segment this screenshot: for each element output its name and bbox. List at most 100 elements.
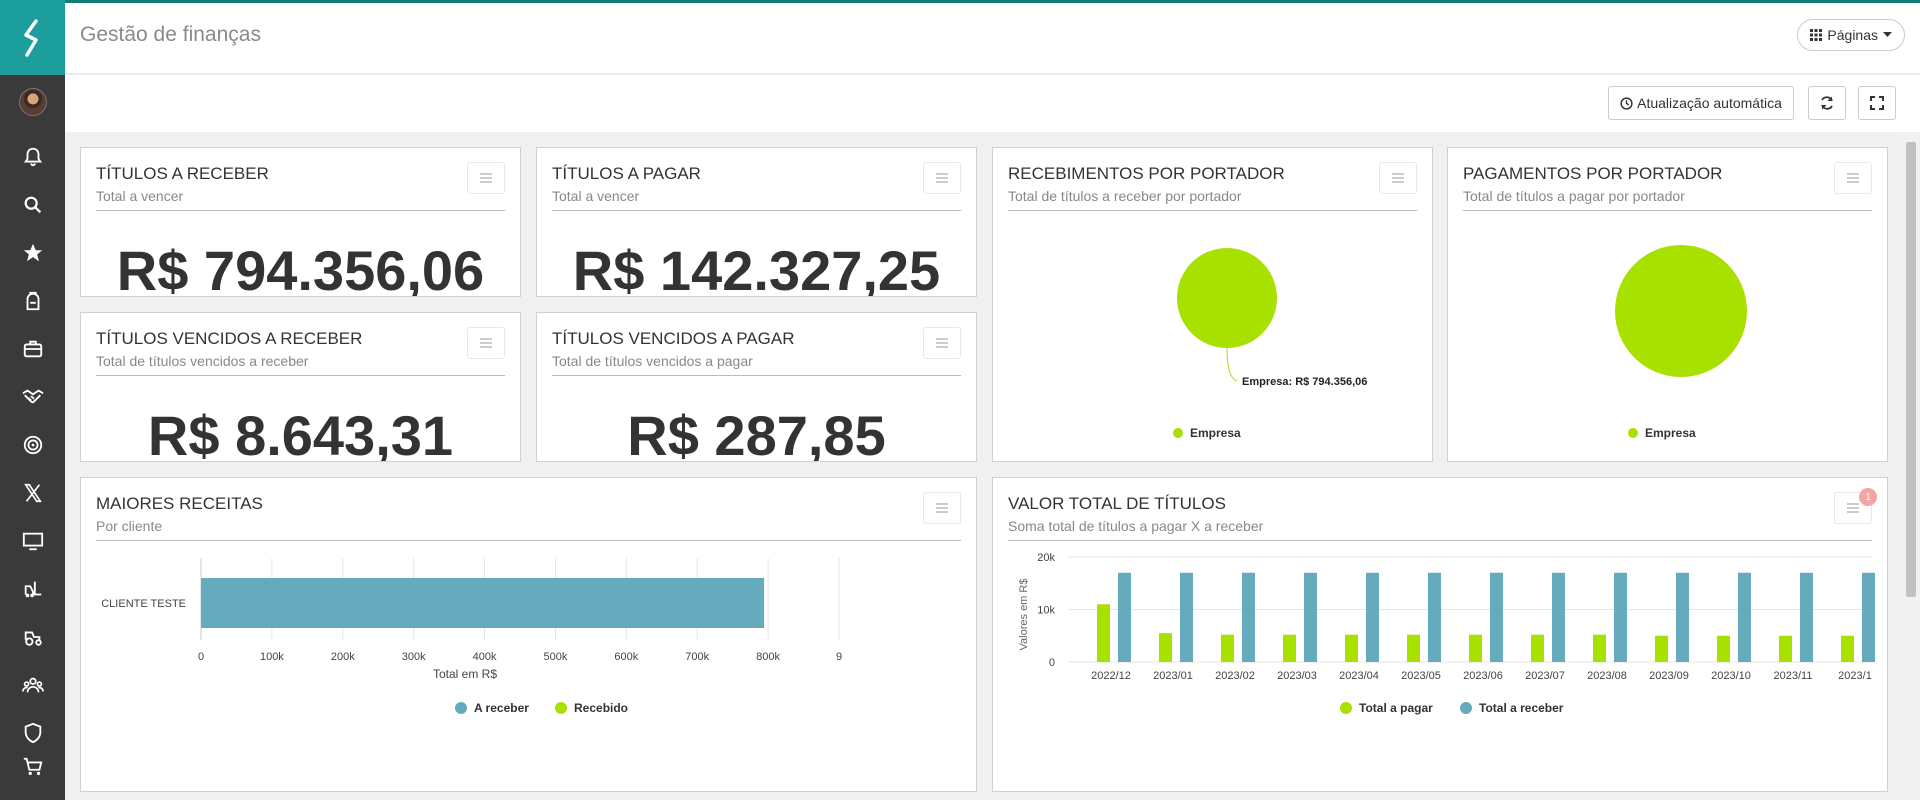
panel-menu-button[interactable] [467, 327, 505, 359]
x-tick-label: 2023/02 [1215, 670, 1255, 682]
app-logo[interactable] [0, 0, 65, 75]
refresh-button[interactable] [1808, 86, 1846, 120]
kpi-value: R$ 8.643,31 [147, 404, 454, 462]
handshake-icon[interactable] [18, 382, 48, 412]
legend-label: Recebido [574, 701, 628, 715]
briefcase-icon[interactable] [18, 334, 48, 364]
legend-label: Total a receber [1479, 701, 1564, 715]
bell-icon[interactable] [18, 142, 48, 172]
panel-recebimentos-portador: RECEBIMENTOS POR PORTADOR Total de títul… [992, 147, 1433, 462]
legend-label: Total a pagar [1359, 701, 1433, 715]
logo-icon [23, 18, 38, 57]
x-tick-label: 400k [473, 651, 497, 663]
bar-total-a-pagar [1345, 634, 1358, 662]
divider [96, 375, 505, 376]
auto-update-label: Atualização automática [1637, 95, 1782, 111]
panel-title: RECEBIMENTOS POR PORTADOR [1008, 164, 1285, 183]
monitor-icon[interactable] [18, 526, 48, 556]
legend-label: A receber [474, 701, 529, 715]
y-tick-label: 0 [1049, 657, 1055, 669]
x-tick-label: 700k [685, 651, 709, 663]
kpi-value: R$ 794.356,06 [116, 239, 485, 297]
panel-title: PAGAMENTOS POR PORTADOR [1463, 164, 1723, 183]
panel-menu-button[interactable] [923, 327, 961, 359]
panel-subtitle: Soma total de títulos a pagar X a recebe… [1008, 518, 1264, 534]
hamburger-icon [480, 338, 492, 348]
dashboard-content: TÍTULOS A RECEBER Total a vencer R$ 794.… [65, 132, 1902, 800]
pie-slice-empresa [1615, 245, 1747, 377]
y-tick-label: 20k [1037, 552, 1055, 564]
scrollbar-thumb[interactable] [1906, 142, 1916, 597]
x-tick-label: 2023/01 [1153, 670, 1193, 682]
forklift-icon[interactable] [18, 574, 48, 604]
top-bar: Gestão de finanças Páginas [65, 3, 1920, 74]
panel-maiores-receitas: MAIORES RECEITAS Por cliente 0 100k 200k 30… [80, 477, 977, 792]
pie-slice-empresa [1177, 248, 1277, 348]
panel-menu-button[interactable] [923, 162, 961, 194]
x-axis-title: Total em R$ [433, 667, 497, 681]
divider [96, 210, 505, 211]
notification-badge: 1 [1859, 488, 1877, 506]
top-accent-line [0, 0, 1920, 3]
panel-menu-button[interactable] [1834, 492, 1872, 524]
bar-total-a-receber [1304, 572, 1317, 662]
fullscreen-button[interactable] [1858, 86, 1896, 120]
pie-chart-recebimentos: Empresa: R$ 794.356,06 Empresa [1173, 248, 1367, 440]
bar-total-a-pagar [1655, 635, 1668, 662]
x-icon[interactable] [18, 478, 48, 508]
y-category-label: CLIENTE TESTE [101, 598, 186, 610]
divider [1008, 540, 1872, 541]
bar-total-a-pagar [1159, 633, 1172, 662]
bar-total-a-pagar [1841, 635, 1854, 662]
panel-valor-total-titulos: VALOR TOTAL DE TÍTULOS Soma total de tít… [992, 477, 1888, 792]
clock-icon [1620, 96, 1633, 110]
bar-chart-maiores-receitas: 0 100k 200k 300k 400k 500k 600k 700k 800k 9 CLIENT… [101, 558, 842, 715]
bar-total-a-pagar [1407, 634, 1420, 662]
legend-marker [1628, 428, 1638, 438]
cart-icon[interactable] [18, 752, 48, 782]
pie-chart-pagamentos: Empresa [1615, 245, 1747, 440]
x-tick-label: 600k [614, 651, 638, 663]
refresh-icon [1821, 96, 1833, 110]
legend-marker [555, 702, 567, 714]
panel-menu-button[interactable] [1834, 162, 1872, 194]
shield-icon[interactable] [18, 718, 48, 748]
group-icon[interactable] [18, 670, 48, 700]
x-tick-label: 2023/1 [1838, 670, 1872, 682]
hamburger-icon [936, 173, 948, 183]
star-icon[interactable] [18, 238, 48, 268]
data-label-connector [1226, 347, 1238, 382]
x-tick-label: 2023/10 [1711, 670, 1751, 682]
dashboard-toolbar: Atualização automática [65, 75, 1920, 132]
bar-total-a-pagar [1097, 604, 1110, 662]
kpi-value: R$ 142.327,25 [572, 239, 941, 297]
panel-vencidos-receber: TÍTULOS VENCIDOS A RECEBER Total de títu… [80, 312, 521, 462]
panel-menu-button[interactable] [467, 162, 505, 194]
pages-dropdown-button[interactable]: Páginas [1797, 19, 1905, 51]
x-tick-label: 2023/03 [1277, 670, 1317, 682]
legend-label: Empresa [1190, 426, 1241, 440]
vertical-scrollbar[interactable] [1902, 132, 1920, 800]
bar-total-a-pagar [1593, 634, 1606, 662]
auto-update-button[interactable]: Atualização automática [1608, 86, 1794, 120]
panel-subtitle: Por cliente [96, 518, 163, 534]
bar-total-a-receber [1428, 572, 1441, 662]
bar-total-a-receber [1552, 572, 1565, 662]
bar-total-a-receber [1614, 572, 1627, 662]
bar-total-a-receber [1862, 572, 1875, 662]
user-avatar[interactable] [19, 88, 47, 116]
tractor-icon[interactable] [18, 622, 48, 652]
hamburger-icon [480, 173, 492, 183]
bar-total-a-pagar [1717, 635, 1730, 662]
panel-title: TÍTULOS VENCIDOS A PAGAR [552, 329, 795, 348]
bar-total-a-pagar [1469, 634, 1482, 662]
x-tick-label: 2022/12 [1091, 670, 1131, 682]
panel-menu-button[interactable] [923, 492, 961, 524]
panel-subtitle: Total de títulos a receber por portador [1008, 188, 1242, 204]
x-tick-label: 2023/11 [1774, 670, 1813, 682]
backpack-icon[interactable] [18, 286, 48, 316]
panel-menu-button[interactable] [1379, 162, 1417, 194]
x-tick-label: 2023/07 [1525, 670, 1565, 682]
search-icon[interactable] [18, 190, 48, 220]
target-icon[interactable] [18, 430, 48, 460]
